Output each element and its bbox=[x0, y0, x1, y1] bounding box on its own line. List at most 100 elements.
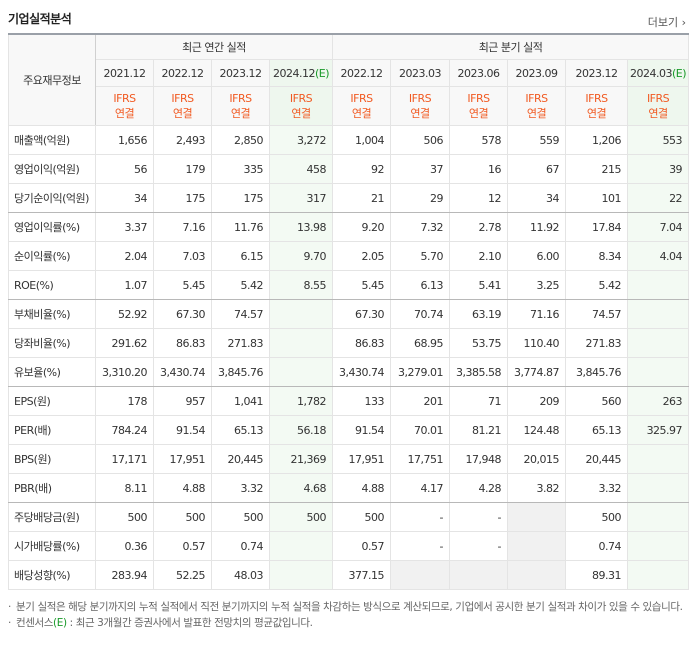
value-cell: 1,782 bbox=[268, 386, 334, 416]
group-header: 최근 연간 실적 bbox=[94, 33, 334, 60]
value-cell: 81.21 bbox=[449, 415, 509, 445]
value-cell: 110.40 bbox=[507, 328, 567, 358]
value-cell: 3.32 bbox=[211, 473, 270, 503]
basis: 연결 bbox=[586, 107, 607, 120]
value-cell: 89.31 bbox=[565, 560, 629, 590]
value-cell: 13.98 bbox=[268, 212, 334, 242]
value-cell: 784.24 bbox=[95, 415, 154, 445]
period-header: 2023.06 bbox=[449, 59, 509, 87]
data-row: ROE(%) 1.07 5.45 5.42 8.55 5.45 6.13 5.41 3.25 5.… bbox=[8, 270, 690, 300]
value-cell: 12 bbox=[449, 183, 509, 213]
value-cell: 21,369 bbox=[268, 444, 334, 474]
standard: IFRS bbox=[171, 92, 194, 105]
basis: 연결 bbox=[291, 107, 311, 120]
value-cell: 0.36 bbox=[95, 531, 154, 561]
value-cell: 133 bbox=[332, 386, 392, 416]
value-cell: 3,272 bbox=[268, 125, 334, 155]
value-cell: 17,951 bbox=[332, 444, 392, 474]
accounting-standard: IFRS 연결 bbox=[449, 86, 509, 126]
data-row: BPS(원) 17,171 17,951 20,445 21,369 17,951 17,7… bbox=[8, 444, 690, 474]
value-cell: 8.11 bbox=[95, 473, 154, 503]
note-text: 분기 실적은 해당 분기까지의 누적 실적에서 직전 분기까지의 누적 실적을 … bbox=[16, 601, 683, 613]
row-label: 부채비율(%) bbox=[8, 299, 96, 329]
value-cell: 71.16 bbox=[507, 299, 567, 329]
row-label: PBR(배) bbox=[8, 473, 96, 503]
value-cell: 71 bbox=[449, 386, 509, 416]
value-cell: 560 bbox=[565, 386, 629, 416]
value-cell: 4.04 bbox=[627, 241, 690, 271]
value-cell: 86.83 bbox=[153, 328, 212, 358]
value-cell: 325.97 bbox=[627, 415, 690, 445]
value-cell: 52.25 bbox=[153, 560, 212, 590]
period: 2022.12 bbox=[340, 66, 384, 80]
accounting-standard: IFRS 연결 bbox=[95, 86, 154, 126]
value-cell: 67.30 bbox=[332, 299, 392, 329]
value-cell: 283.94 bbox=[95, 560, 154, 590]
value-cell: 7.16 bbox=[153, 212, 212, 242]
value-cell bbox=[627, 531, 690, 561]
value-cell bbox=[627, 270, 690, 300]
data-row: 매출액(억원) 1,656 2,493 2,850 3,272 1,004 506 578 55… bbox=[8, 125, 690, 155]
row-label: 주당배당금(원) bbox=[8, 502, 96, 532]
row-label: 영업이익률(%) bbox=[8, 212, 96, 242]
value-cell: 1,656 bbox=[95, 125, 154, 155]
value-cell: 65.13 bbox=[565, 415, 629, 445]
value-cell: 20,445 bbox=[565, 444, 629, 474]
basis: 연결 bbox=[648, 107, 668, 120]
row-label: 당좌비율(%) bbox=[8, 328, 96, 358]
value-cell: - bbox=[449, 531, 509, 561]
value-cell: 3,430.74 bbox=[332, 357, 392, 387]
value-cell: 2.04 bbox=[95, 241, 154, 271]
standard: IFRS bbox=[229, 92, 252, 105]
accounting-standard: IFRS 연결 bbox=[153, 86, 212, 126]
value-cell: 7.32 bbox=[390, 212, 451, 242]
period-header: 2023.09 bbox=[507, 59, 567, 87]
accounting-standard: IFRS 연결 bbox=[390, 86, 451, 126]
value-cell: 56.18 bbox=[268, 415, 334, 445]
value-cell bbox=[268, 328, 334, 358]
basis: 연결 bbox=[114, 107, 135, 120]
data-row: 부채비율(%) 52.92 67.30 74.57 67.30 70.74 63.19 71.… bbox=[8, 299, 690, 329]
value-cell: 0.57 bbox=[153, 531, 212, 561]
value-cell: 4.88 bbox=[153, 473, 212, 503]
value-cell: - bbox=[390, 531, 451, 561]
value-cell: 17,751 bbox=[390, 444, 451, 474]
data-row: 배당성향(%) 283.94 52.25 48.03 377.15 89.31 bbox=[8, 560, 690, 590]
row-label: 배당성향(%) bbox=[8, 560, 96, 590]
basis: 연결 bbox=[230, 107, 251, 120]
basis: 연결 bbox=[526, 107, 547, 120]
value-cell: 5.45 bbox=[332, 270, 392, 300]
value-cell: 500 bbox=[95, 502, 154, 532]
accounting-standard: IFRS 연결 bbox=[565, 86, 629, 126]
value-cell: 500 bbox=[153, 502, 212, 532]
accounting-standard: IFRS 연결 bbox=[332, 86, 392, 126]
value-cell: 2.05 bbox=[332, 241, 392, 271]
data-row: 영업이익(억원) 56 179 335 458 92 37 16 67 215 39 bbox=[8, 154, 690, 184]
note-term: 컨센서스 bbox=[16, 617, 54, 629]
note-text: : 최근 3개월간 증권사에서 발표한 전망치의 평균값입니다. bbox=[66, 617, 313, 629]
period-header: 2023.03 bbox=[390, 59, 451, 87]
value-cell: 7.04 bbox=[627, 212, 690, 242]
value-cell bbox=[627, 299, 690, 329]
value-cell bbox=[390, 560, 451, 590]
value-cell: 7.03 bbox=[153, 241, 212, 271]
value-cell: 37 bbox=[390, 154, 451, 184]
standard: IFRS bbox=[585, 92, 608, 105]
value-cell: 3,845.76 bbox=[211, 357, 270, 387]
value-cell bbox=[507, 502, 567, 532]
value-cell: 124.48 bbox=[507, 415, 567, 445]
value-cell: 0.74 bbox=[565, 531, 629, 561]
notes: 분기 실적은 해당 분기까지의 누적 실적에서 직전 분기까지의 누적 실적을 … bbox=[8, 599, 688, 631]
more-link[interactable]: 더보기 bbox=[648, 14, 686, 30]
data-row: PER(배) 784.24 91.54 65.13 56.18 91.54 70.01 81.… bbox=[8, 415, 690, 445]
value-cell: 67 bbox=[507, 154, 567, 184]
value-cell: 506 bbox=[390, 125, 451, 155]
standard: IFRS bbox=[350, 92, 373, 105]
value-cell: 500 bbox=[332, 502, 392, 532]
standard: IFRS bbox=[646, 92, 670, 105]
estimate-mark: (E) bbox=[314, 66, 330, 80]
row-label: BPS(원) bbox=[8, 444, 96, 474]
value-cell: 101 bbox=[565, 183, 629, 213]
value-cell: 175 bbox=[211, 183, 270, 213]
period-header: 2022.12 bbox=[332, 59, 392, 87]
